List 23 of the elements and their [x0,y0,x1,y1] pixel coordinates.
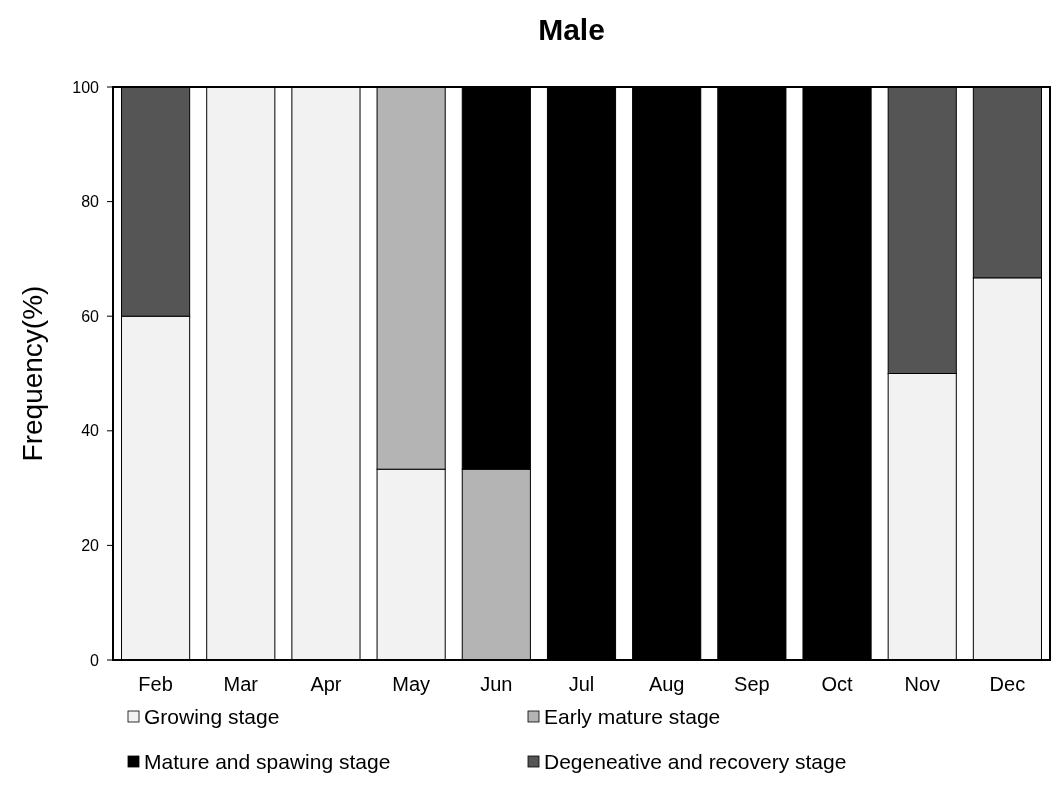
x-tick-label: Jul [568,673,595,695]
legend-label: Growing stage [144,705,280,729]
legend-label: Early mature stage [544,705,721,729]
x-tick-label: May [392,673,431,695]
x-tick-label: Apr [310,673,342,695]
x-tick-label: Sep [734,673,770,695]
y-tick-label: 60 [81,307,100,325]
y-tick-label: 40 [81,422,100,440]
x-tick-label: Oct [821,673,854,695]
x-tick-label: Nov [904,673,941,695]
y-tick-label: 0 [90,651,100,669]
y-tick-label: 80 [81,193,100,211]
x-tick-label: Mar [223,673,259,695]
y-tick-label: 20 [81,537,100,554]
chart-title: Male [538,13,605,46]
x-tick-label: Aug [648,673,685,695]
x-tick-label: Feb [138,673,173,695]
x-tick-label: Dec [989,673,1026,695]
legend-label: Degeneative and recovery stage [544,750,847,774]
y-tick-label: 100 [72,78,100,96]
legend-label: Mature and spawing stage [144,750,391,774]
y-axis-title: Frequency(%) [17,285,48,462]
x-tick-label: Jun [480,673,513,695]
